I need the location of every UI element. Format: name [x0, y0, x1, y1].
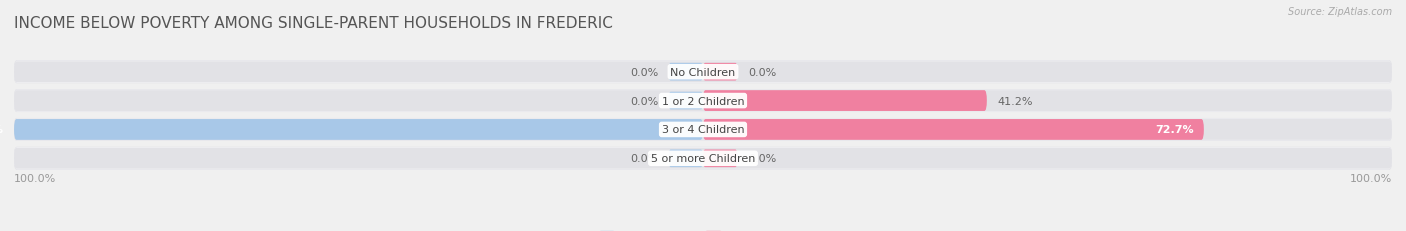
FancyBboxPatch shape: [669, 92, 703, 110]
FancyBboxPatch shape: [14, 91, 1392, 112]
FancyBboxPatch shape: [669, 64, 703, 81]
FancyBboxPatch shape: [14, 148, 1392, 169]
FancyBboxPatch shape: [14, 119, 1392, 140]
Text: 5 or more Children: 5 or more Children: [651, 154, 755, 164]
FancyBboxPatch shape: [14, 119, 703, 140]
Text: 100.0%: 100.0%: [0, 125, 4, 135]
Text: 0.0%: 0.0%: [748, 154, 776, 164]
Text: 1 or 2 Children: 1 or 2 Children: [662, 96, 744, 106]
FancyBboxPatch shape: [669, 150, 703, 167]
FancyBboxPatch shape: [703, 91, 987, 112]
Legend: Single Father, Single Mother: Single Father, Single Mother: [596, 227, 810, 231]
Text: 100.0%: 100.0%: [14, 173, 56, 183]
Text: INCOME BELOW POVERTY AMONG SINGLE-PARENT HOUSEHOLDS IN FREDERIC: INCOME BELOW POVERTY AMONG SINGLE-PARENT…: [14, 16, 613, 31]
FancyBboxPatch shape: [703, 64, 738, 81]
FancyBboxPatch shape: [14, 61, 1392, 84]
FancyBboxPatch shape: [14, 147, 1392, 170]
Text: 0.0%: 0.0%: [630, 96, 658, 106]
FancyBboxPatch shape: [14, 62, 1392, 83]
FancyBboxPatch shape: [703, 119, 1204, 140]
FancyBboxPatch shape: [703, 150, 738, 167]
Text: No Children: No Children: [671, 67, 735, 77]
FancyBboxPatch shape: [14, 119, 1392, 141]
Text: 0.0%: 0.0%: [630, 67, 658, 77]
FancyBboxPatch shape: [14, 90, 1392, 112]
Text: Source: ZipAtlas.com: Source: ZipAtlas.com: [1288, 7, 1392, 17]
Text: 41.2%: 41.2%: [997, 96, 1032, 106]
Text: 0.0%: 0.0%: [748, 67, 776, 77]
Text: 72.7%: 72.7%: [1154, 125, 1194, 135]
Text: 100.0%: 100.0%: [1350, 173, 1392, 183]
Text: 3 or 4 Children: 3 or 4 Children: [662, 125, 744, 135]
Text: 0.0%: 0.0%: [630, 154, 658, 164]
